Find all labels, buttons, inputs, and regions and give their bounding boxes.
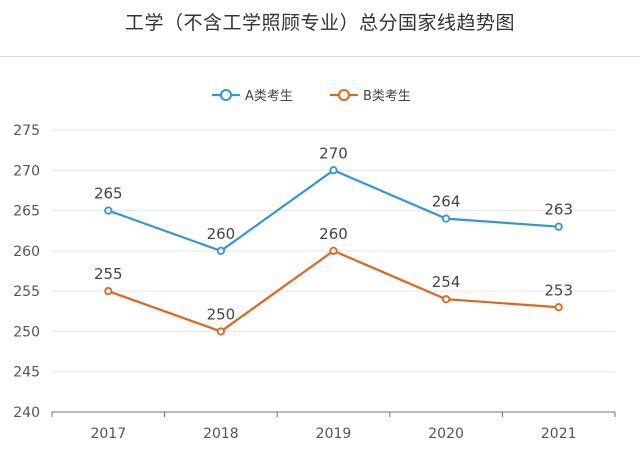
data-label-s1-2017: 255 — [94, 265, 123, 283]
data-label-s1-2018: 250 — [207, 305, 236, 323]
data-label-s0-2017: 265 — [94, 185, 123, 203]
y-tick-label-260: 260 — [13, 244, 40, 260]
data-point-s0-2018 — [216, 246, 225, 255]
x-tick-label-2021: 2021 — [541, 426, 577, 442]
data-label-s1-2019: 260 — [319, 225, 348, 243]
chart-title: 工学（不含工学照顾专业）总分国家线趋势图 — [124, 12, 515, 34]
data-point-s0-2021 — [554, 222, 563, 231]
data-label-s0-2018: 260 — [207, 225, 236, 243]
x-tick-label-2017: 2017 — [90, 426, 126, 442]
y-tick-label-245: 245 — [13, 365, 40, 381]
data-point-s1-2020 — [441, 295, 451, 304]
x-tick-label-2019: 2019 — [316, 426, 352, 442]
data-label-s0-2019: 270 — [319, 144, 348, 162]
legend-label-0: A类考生 — [245, 89, 293, 104]
legend-marker-0 — [220, 89, 232, 101]
x-tick-label-2018: 2018 — [203, 426, 239, 442]
legend-label-1: B类考生 — [363, 89, 411, 104]
data-point-s0-2019 — [329, 166, 338, 175]
y-tick-label-275: 275 — [13, 123, 40, 139]
data-point-s1-2019 — [329, 246, 338, 255]
data-point-s0-2017 — [104, 206, 113, 215]
x-tick-label-2020: 2020 — [428, 426, 464, 442]
y-tick-label-250: 250 — [13, 324, 40, 340]
data-point-s0-2020 — [441, 214, 451, 223]
data-label-s1-2021: 253 — [544, 281, 573, 299]
y-tick-label-270: 270 — [13, 163, 40, 179]
data-point-s1-2021 — [554, 303, 563, 312]
data-point-s1-2018 — [216, 327, 225, 336]
y-tick-label-240: 240 — [13, 405, 40, 421]
data-label-s1-2020: 254 — [432, 273, 461, 291]
data-point-s1-2017 — [104, 287, 113, 296]
data-label-s0-2020: 264 — [432, 193, 461, 211]
data-label-s0-2021: 263 — [544, 201, 573, 219]
title-divider — [0, 56, 640, 57]
legend-marker-1 — [338, 89, 350, 101]
y-tick-label-265: 265 — [13, 204, 40, 220]
y-tick-label-255: 255 — [13, 284, 40, 300]
